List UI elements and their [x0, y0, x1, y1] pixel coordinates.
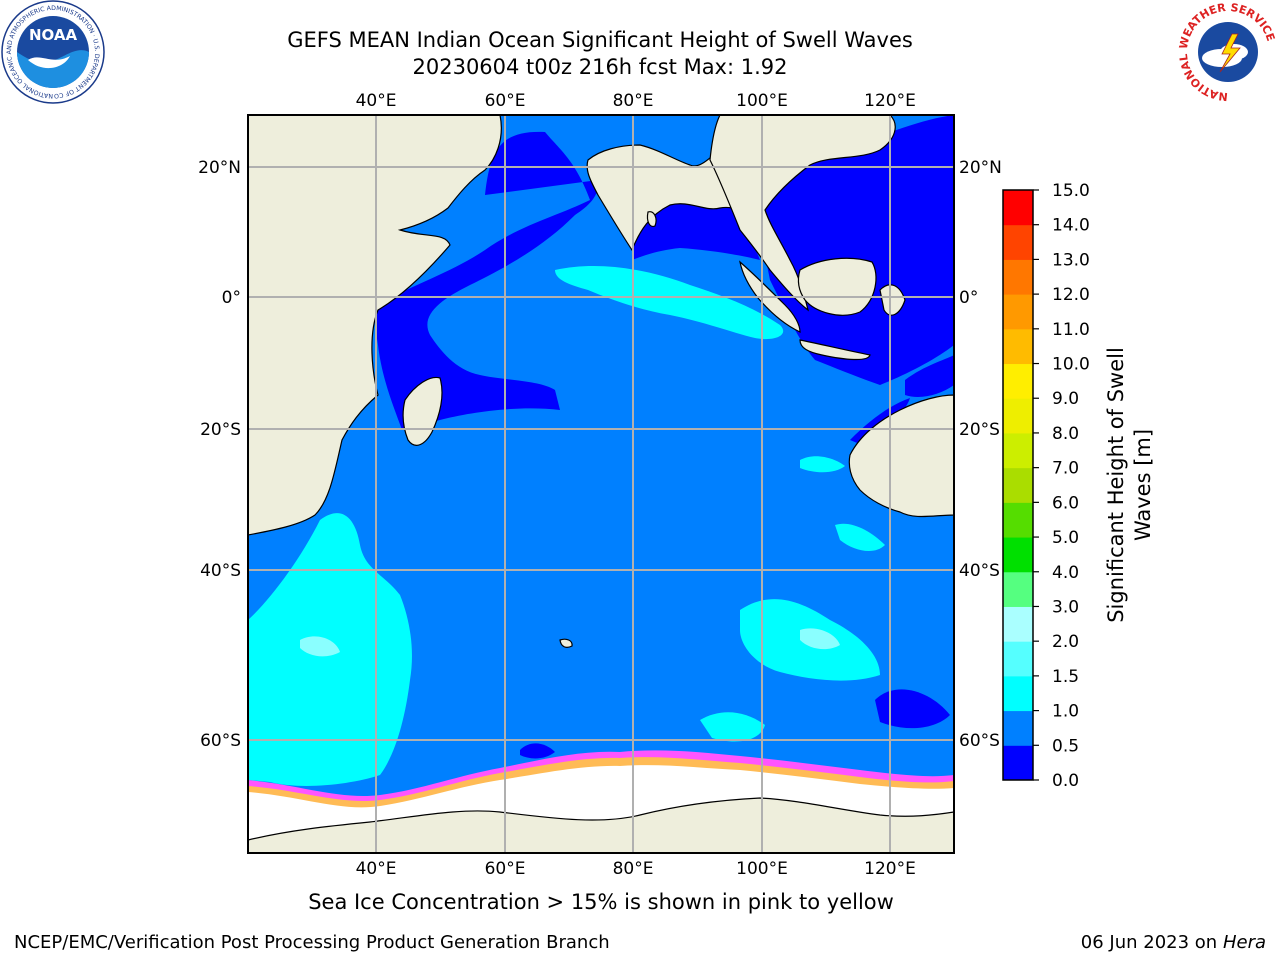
colorbar-bin [1003, 571, 1033, 607]
colorbar-tick-label: 14.0 [1052, 216, 1090, 236]
colorbar-tick-label: 4.0 [1052, 563, 1079, 583]
colorbar-bin [1003, 467, 1033, 503]
lon-label-top: 100°E [736, 91, 788, 111]
map-frame [247, 114, 955, 854]
colorbar-bin [1003, 606, 1033, 642]
lon-label-top: 40°E [356, 91, 397, 111]
lat-label-right: 20°N [959, 158, 1002, 178]
lat-label-left: 40°S [200, 561, 241, 581]
colorbar-bin [1003, 294, 1033, 330]
lat-label-left: 20°S [200, 420, 241, 440]
low-swell-regions [374, 115, 954, 759]
lat-label-right: 20°S [959, 420, 1000, 440]
colorbar-tick-label: 7.0 [1052, 459, 1079, 479]
land-australia [848, 394, 954, 518]
land-sri-lanka [646, 211, 657, 227]
colorbar-bin [1003, 745, 1033, 781]
antarctic-region [248, 750, 954, 853]
lon-label-bottom: 80°E [613, 859, 654, 879]
colorbar-frame [1002, 189, 1034, 781]
footer-credit: NCEP/EMC/Verification Post Processing Pr… [14, 932, 610, 953]
lon-label-bottom: 40°E [356, 859, 397, 879]
colorbar-bin [1003, 224, 1033, 260]
colorbar: 0.0 0.5 1.0 1.5 2.0 3.0 4.0 5.0 6.0 7.0 8.0 9.0 10.0… [1002, 181, 1090, 791]
lat-label-right: 40°S [959, 561, 1000, 581]
lat-label-right: 0° [959, 288, 978, 308]
land-borneo [797, 257, 877, 316]
colorbar-tick-label: 3.0 [1052, 597, 1079, 617]
colorbar-bin [1003, 432, 1033, 469]
lat-labels-left: 20°N 0° 20°S 40°S 60°S [198, 158, 241, 751]
colorbar-tick-label: 9.0 [1052, 389, 1079, 409]
footer-date: 06 Jun 2023 on Hera [1081, 932, 1266, 953]
colorbar-tick-label: 2.0 [1052, 632, 1079, 652]
colorbar-bin [1003, 537, 1033, 573]
noaa-logo: NATIONAL OCEANIC AND ATMOSPHERIC ADMINIS… [0, 0, 105, 104]
colorbar-bin [1003, 710, 1033, 746]
colorbar-bin [1003, 502, 1033, 538]
lat-labels-right: 20°N 0° 20°S 40°S 60°S [959, 158, 1002, 751]
lat-label-right: 60°S [959, 731, 1000, 751]
colorbar-tick-label: 1.0 [1052, 702, 1079, 722]
colorbar-tick-label: 11.0 [1052, 320, 1090, 340]
colorbar-tick-label: 10.0 [1052, 355, 1090, 375]
colorbar-bin [1003, 259, 1033, 295]
colorbar-bin [1003, 398, 1033, 434]
sea-ice-caption: Sea Ice Concentration > 15% is shown in … [308, 890, 894, 914]
map-plot-area [248, 115, 954, 853]
colorbar-tick-label: 0.5 [1052, 736, 1079, 756]
lon-label-bottom: 60°E [485, 859, 526, 879]
graticule [248, 115, 954, 853]
colorbar-bin [1003, 641, 1033, 677]
plot-subtitle: 20230604 t00z 216h fcst Max: 1.92 [412, 55, 788, 79]
footer-date-text: 06 Jun 2023 on [1080, 932, 1218, 953]
colorbar-tick-label: 6.0 [1052, 493, 1079, 513]
lon-label-bottom: 100°E [736, 859, 788, 879]
colorbar-tick-label: 5.0 [1052, 528, 1079, 548]
high-swell-regions [248, 265, 885, 786]
lon-label-bottom: 120°E [864, 859, 916, 879]
colorbar-bin [1003, 675, 1033, 712]
colorbar-tick-label: 8.0 [1052, 424, 1079, 444]
nws-logo: NATIONAL WEATHER SERVICE [1177, 1, 1278, 103]
lon-labels-top: 40°E 60°E 80°E 100°E 120°E [356, 91, 916, 111]
colorbar-bin [1003, 328, 1033, 365]
plot-title: GEFS MEAN Indian Ocean Significant Heigh… [287, 28, 913, 52]
lon-label-top: 120°E [864, 91, 916, 111]
svg-text:NOAA: NOAA [29, 26, 78, 44]
lat-label-left: 0° [222, 288, 241, 308]
lon-labels-bottom: 40°E 60°E 80°E 100°E 120°E [356, 859, 916, 879]
colorbar-title-line2: Waves [m] [1131, 429, 1155, 541]
colorbar-bin [1003, 190, 1033, 226]
colorbar-title-line1: Significant Height of Swell [1104, 347, 1128, 623]
colorbar-tick-label: 13.0 [1052, 250, 1090, 270]
colorbar-tick-label: 15.0 [1052, 181, 1090, 201]
land-kerguelen [559, 638, 573, 648]
colorbar-tick-label: 1.5 [1052, 667, 1079, 687]
lon-label-top: 60°E [485, 91, 526, 111]
colorbar-bin [1003, 363, 1033, 399]
colorbar-tick-label: 12.0 [1052, 285, 1090, 305]
pale-cyan-patches [300, 628, 840, 657]
lat-label-left: 20°N [198, 158, 241, 178]
lat-label-left: 60°S [200, 731, 241, 751]
colorbar-tick-label: 0.0 [1052, 771, 1079, 791]
land-antarctica [248, 797, 954, 853]
lon-label-top: 80°E [613, 91, 654, 111]
land-java [799, 339, 871, 361]
footer-host: Hera [1222, 932, 1266, 953]
